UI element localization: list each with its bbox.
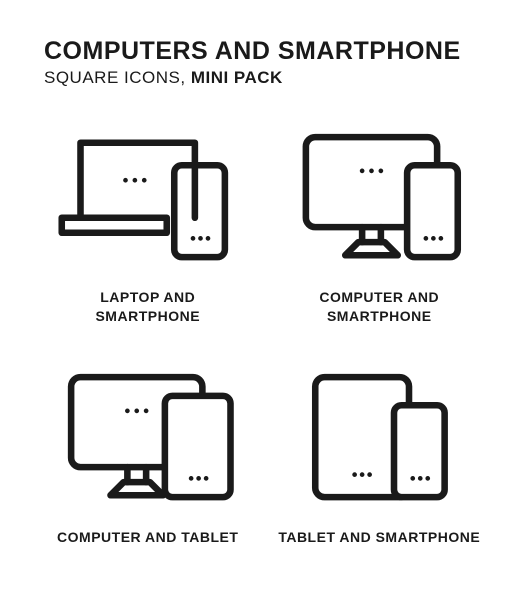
subtitle-bold: MINI PACK (191, 68, 283, 87)
icon-label: LAPTOP AND SMARTPHONE (95, 288, 200, 326)
tablet-and-smartphone-icon (284, 364, 474, 514)
computer-and-smartphone-icon (284, 124, 474, 274)
icon-cell: COMPUTER AND TABLET (44, 364, 252, 547)
subtitle-plain: SQUARE ICONS, (44, 68, 191, 87)
computer-and-tablet-icon (53, 364, 243, 514)
page-title: COMPUTERS AND SMARTPHONE (44, 38, 483, 64)
label-line: TABLET AND SMARTPHONE (278, 528, 480, 547)
label-line: LAPTOP AND (95, 288, 200, 307)
label-line: COMPUTER AND (319, 288, 439, 307)
header: COMPUTERS AND SMARTPHONE SQUARE ICONS, M… (44, 38, 483, 88)
icon-cell: TABLET AND SMARTPHONE (276, 364, 484, 547)
icon-label: COMPUTER AND TABLET (57, 528, 238, 547)
icon-label: TABLET AND SMARTPHONE (278, 528, 480, 547)
label-line: SMARTPHONE (319, 307, 439, 326)
label-line: SMARTPHONE (95, 307, 200, 326)
laptop-and-smartphone-icon (53, 124, 243, 274)
icon-cell: COMPUTER AND SMARTPHONE (276, 124, 484, 326)
page-subtitle: SQUARE ICONS, MINI PACK (44, 68, 483, 88)
label-line: COMPUTER AND TABLET (57, 528, 238, 547)
icon-label: COMPUTER AND SMARTPHONE (319, 288, 439, 326)
icon-grid: LAPTOP AND SMARTPHONE (44, 124, 483, 547)
icon-cell: LAPTOP AND SMARTPHONE (44, 124, 252, 326)
